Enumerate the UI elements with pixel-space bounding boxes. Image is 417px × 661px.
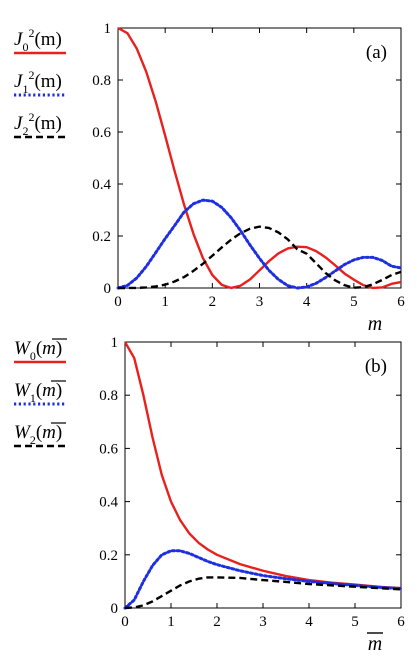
legend-base: J [14, 29, 24, 50]
x-tick-label: 0 [121, 614, 129, 630]
y-tick-label: 0.6 [92, 125, 111, 141]
y-tick-label: 1 [111, 335, 119, 351]
panel-label: (b) [365, 356, 387, 377]
series-line-W2 [124, 576, 402, 610]
x-tick-label: 0 [114, 294, 122, 310]
x-tick-label: 4 [305, 614, 313, 630]
y-tick-label: 0.2 [99, 548, 118, 564]
legend-argument: m [42, 338, 56, 359]
legend-subscript: 0 [30, 349, 36, 363]
x-tick-label: 2 [209, 294, 217, 310]
legend-superscript: 2 [28, 26, 34, 40]
x-axis-label: m [368, 313, 382, 335]
legend-base: J [14, 113, 24, 134]
y-tick-label: 0.4 [92, 177, 111, 193]
legend-subscript: 1 [30, 391, 36, 405]
y-tick-label: 0.8 [92, 73, 111, 89]
legend-subscript: 2 [22, 124, 28, 138]
legend-base: W [14, 380, 32, 401]
x-tick-label: 2 [213, 614, 221, 630]
series-line-W0 [123, 341, 402, 590]
legend-argument: m [42, 422, 56, 443]
legend-superscript: 2 [28, 110, 34, 124]
legend-paren-close: ) [56, 422, 62, 443]
y-tick-label: 0.8 [99, 388, 118, 404]
series-line-W1 [123, 549, 403, 610]
legend-label: W1(m) [14, 380, 62, 405]
panel-label: (a) [366, 42, 387, 63]
legend-subscript: 1 [22, 82, 28, 96]
legend-argument: (m) [34, 71, 61, 92]
x-axis-label: m [368, 633, 382, 655]
legend-base: W [14, 422, 32, 443]
legend-paren-open: ( [36, 422, 42, 443]
legend-paren-close: ) [56, 338, 62, 359]
y-tick-label: 1 [104, 21, 112, 37]
y-tick-label: 0 [111, 601, 119, 617]
x-tick-label: 4 [303, 294, 311, 310]
x-tick-label: 5 [351, 614, 359, 630]
x-tick-label: 5 [350, 294, 358, 310]
legend-subscript: 0 [22, 40, 28, 54]
y-tick-label: 0.6 [99, 441, 118, 457]
y-tick-label: 0.2 [92, 229, 111, 245]
panel-a: 0 1 2 3 4 5 600.20.40.60.81(a)mJ02(m)J12(m)J22… [14, 21, 405, 335]
x-tick-label: 1 [161, 294, 169, 310]
x-tick-label: 3 [259, 614, 267, 630]
x-tick-label: 6 [397, 614, 405, 630]
y-tick-label: 0 [104, 281, 112, 297]
legend-paren-open: ( [36, 338, 42, 359]
legend-label: J12(m) [14, 68, 62, 96]
legend-base: W [14, 338, 32, 359]
legend-paren-close: ) [56, 380, 62, 401]
legend-subscript: 2 [30, 433, 36, 447]
legend-argument: m [42, 380, 56, 401]
series-line-J1 [116, 198, 403, 290]
legend-label: W0(m) [14, 338, 62, 363]
legend-label: J02(m) [14, 26, 62, 54]
legend-label: J22(m) [14, 110, 62, 138]
y-tick-label: 0.4 [99, 495, 118, 511]
series-line-J0 [117, 26, 402, 290]
x-tick-label: 1 [167, 614, 175, 630]
legend-argument: (m) [34, 113, 61, 134]
legend-paren-open: ( [36, 380, 42, 401]
series-line-J2 [118, 225, 402, 290]
x-tick-label: 3 [256, 294, 264, 310]
legend-argument: (m) [34, 29, 61, 50]
plot-frame [117, 27, 402, 289]
plot-frame [124, 341, 402, 609]
legend-label: W2(m) [14, 422, 62, 447]
panel-b: 0 1 2 3 4 5 600.20.40.60.81(b)mW0(m)W1(m)W2(m) [14, 335, 405, 655]
x-tick-label: 6 [397, 294, 405, 310]
legend-superscript: 2 [28, 68, 34, 82]
legend-base: J [14, 71, 24, 92]
